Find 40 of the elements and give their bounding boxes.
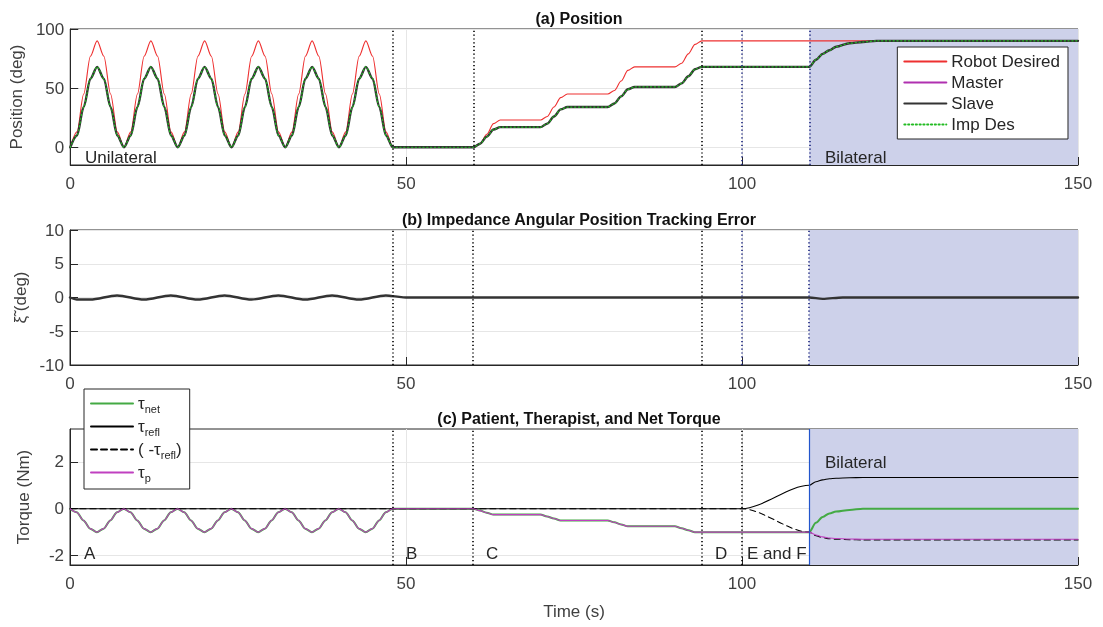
annotation: D [715,543,728,563]
x-tick-label: 100 [727,374,757,393]
annotation: Bilateral [825,147,887,167]
chart-title: (b) Impedance Angular Position Tracking Error [401,210,757,228]
y-tick-label: 0 [54,499,64,519]
annotation: B [406,543,418,563]
y-tick-label: 100 [35,19,65,39]
y-tick-label: -5 [48,321,64,341]
y-tick-label: 0 [54,288,64,307]
y-tick-label: 5 [54,254,64,274]
annotation: Unilateral [85,147,157,167]
line-series [69,507,1079,534]
chart-title: (c) Patient, Therapist, and Net Torque [437,409,721,427]
y-axis-title: Torque (Nm) [14,449,33,545]
x-tick-label: 100 [727,574,757,593]
chart-title: (a) Position [535,9,623,27]
y-tick-label: -2 [48,546,64,566]
x-tick-label: 50 [396,574,416,593]
y-tick-label: -10 [39,355,64,375]
x-tick-label: 100 [727,174,757,193]
legend-label: Robot Desired [951,52,1061,71]
annotation: E and F [747,543,807,563]
legend-label: Slave [951,94,994,113]
x-tick-label: 50 [396,374,416,393]
annotation: Bilateral [825,452,887,472]
legend-label: Master [951,73,1004,92]
y-tick-label: 2 [54,452,64,472]
x-tick-label: 150 [1063,574,1093,593]
annotation: C [486,543,499,563]
y-tick-label: 10 [45,220,64,240]
annotation: A [84,543,96,563]
y-tick-label: 0 [54,137,65,157]
y-axis-title: Position (deg) [7,44,26,150]
x-tick-label: 150 [1063,374,1093,393]
y-axis-title: ξ̃ (deg) [10,271,30,324]
y-tick-label: 50 [45,78,65,98]
x-axis-title: Time (s) [543,602,605,621]
x-tick-label: 150 [1063,174,1093,193]
legend-label: Imp Des [951,115,1015,134]
x-tick-label: 50 [396,174,416,193]
